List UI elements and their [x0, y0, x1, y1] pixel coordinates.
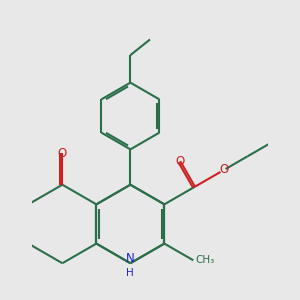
- Text: H: H: [127, 268, 134, 278]
- Text: O: O: [58, 147, 67, 160]
- Text: N: N: [126, 252, 135, 265]
- Text: O: O: [219, 164, 229, 176]
- Text: CH₃: CH₃: [195, 255, 214, 265]
- Text: O: O: [176, 155, 185, 168]
